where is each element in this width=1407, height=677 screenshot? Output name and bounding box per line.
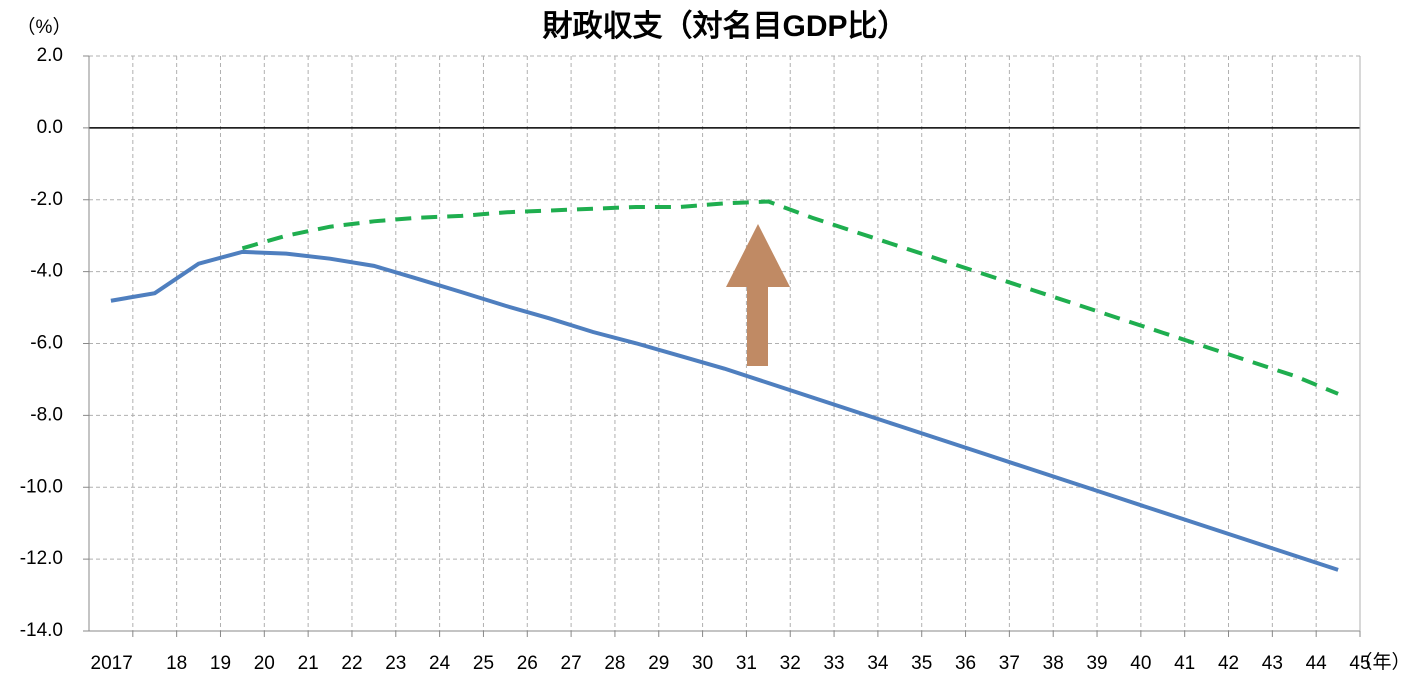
- x-tick-label: 22: [341, 653, 362, 674]
- series-line: [241, 199, 1339, 396]
- y-tick-label: -10.0: [20, 476, 63, 497]
- y-tick-label: -2.0: [30, 189, 63, 210]
- x-tick-label: 2017: [91, 653, 133, 674]
- chart-title: 財政収支（対名目GDP比）: [542, 9, 907, 43]
- x-tick-label: 18: [166, 653, 187, 674]
- x-tick-label: 37: [999, 653, 1020, 674]
- x-tick-label: 45: [1349, 653, 1370, 674]
- x-tick-label: 32: [780, 653, 801, 674]
- x-tick-label: 44: [1306, 653, 1328, 674]
- series-line: [110, 249, 1339, 572]
- x-tick-label: 26: [517, 653, 538, 674]
- arrow: [726, 224, 790, 366]
- y-tick-label: 2.0: [37, 45, 63, 66]
- x-tick-label: 28: [604, 653, 625, 674]
- x-tick-label: 41: [1174, 653, 1195, 674]
- x-tick-label: 19: [210, 653, 231, 674]
- y-tick-label: -6.0: [30, 333, 63, 354]
- x-tick-label: 36: [955, 653, 976, 674]
- x-tick-label: 21: [298, 653, 319, 674]
- x-tick-label: 23: [385, 653, 406, 674]
- x-tick-label: 27: [561, 653, 582, 674]
- y-tick-label: 0.0: [37, 117, 63, 138]
- x-tick-label: 25: [473, 653, 494, 674]
- x-tick-label: 38: [1043, 653, 1064, 674]
- x-tick-label: 31: [736, 653, 757, 674]
- y-tick-label: -12.0: [20, 548, 63, 569]
- x-unit: （年）: [1353, 651, 1407, 673]
- x-tick-label: 34: [867, 653, 889, 674]
- x-tick-label: 43: [1262, 653, 1283, 674]
- x-tick-label: 40: [1130, 653, 1151, 674]
- x-tick-label: 20: [254, 653, 275, 674]
- x-tick-label: 35: [911, 653, 932, 674]
- y-tick-label: -14.0: [20, 620, 63, 641]
- x-tick-label: 30: [692, 653, 713, 674]
- x-tick-label: 29: [648, 653, 669, 674]
- y-unit: （%）: [17, 16, 72, 38]
- x-tick-label: 42: [1218, 653, 1239, 674]
- x-tick-label: 24: [429, 653, 451, 674]
- y-tick-label: -4.0: [30, 261, 63, 282]
- x-tick-label: 33: [823, 653, 844, 674]
- x-tick-label: 39: [1086, 653, 1107, 674]
- y-tick-label: -8.0: [30, 404, 63, 425]
